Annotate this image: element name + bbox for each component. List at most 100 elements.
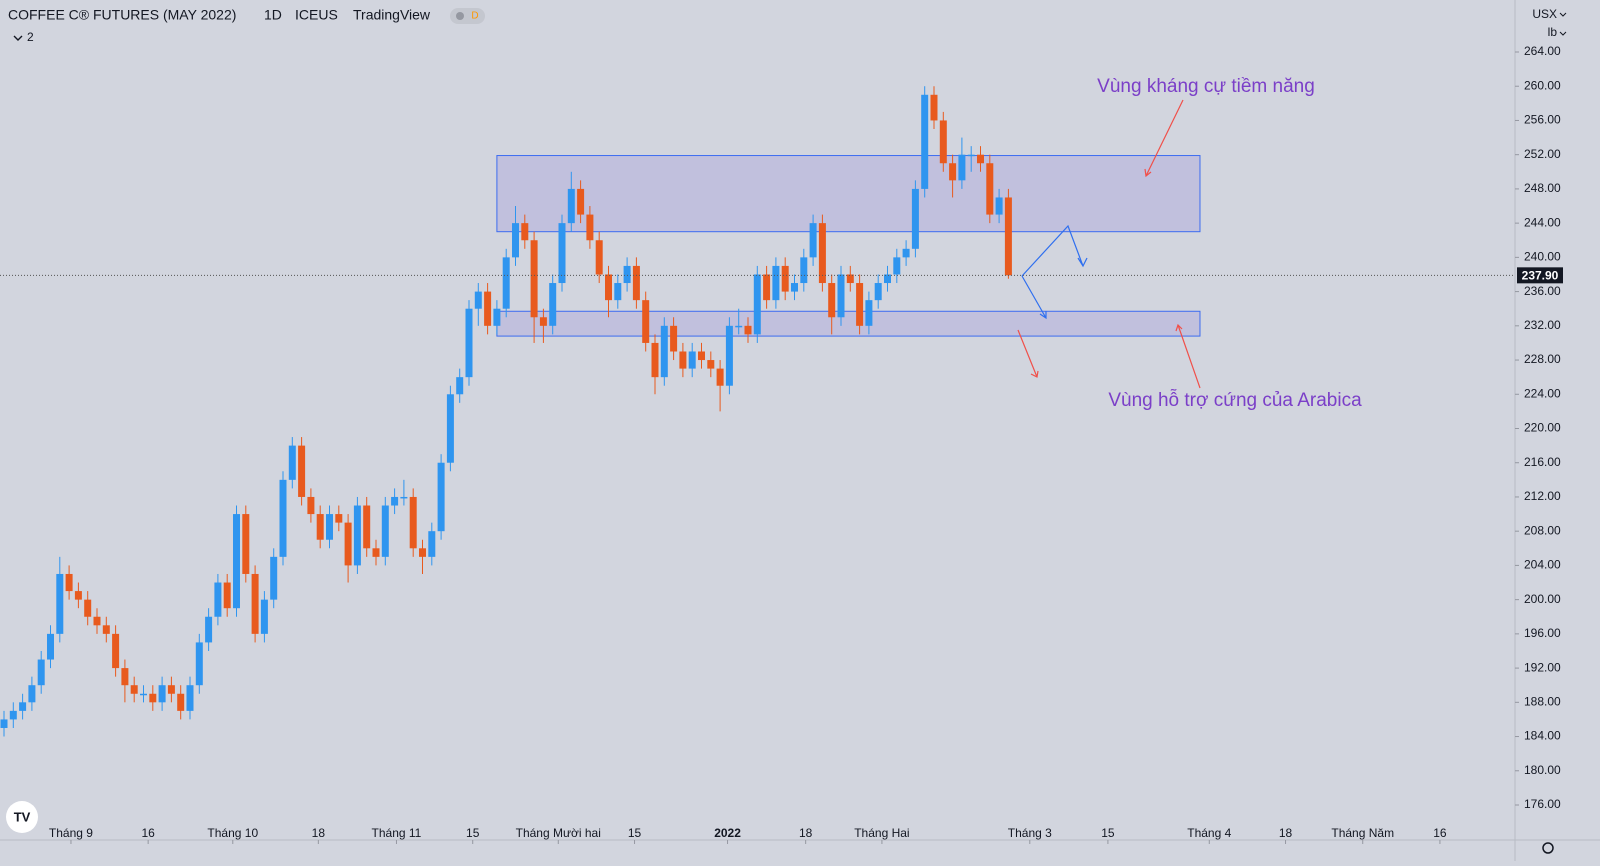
candle-body: [874, 283, 882, 301]
y-tick-label: 248.00: [1524, 181, 1561, 195]
last-price-box: [1517, 267, 1563, 284]
candle-body: [986, 163, 994, 215]
candle-body: [856, 283, 864, 326]
candle-body: [772, 265, 780, 301]
currency-dropdown[interactable]: [1559, 12, 1567, 17]
candle-body: [791, 283, 798, 292]
candle-body: [260, 599, 268, 634]
zone-label: Vùng hỗ trợ cứng của Arabica: [1108, 389, 1362, 411]
candle-body: [279, 479, 287, 557]
currency[interactable]: USX: [1532, 7, 1557, 21]
zone-label: Vùng kháng cự tiềm năng: [1097, 76, 1315, 97]
candle-body: [223, 582, 231, 609]
candle-body: [419, 548, 426, 557]
candle-body: [251, 573, 259, 634]
source: TradingView: [353, 7, 431, 23]
candle-body: [363, 505, 371, 549]
candle-body: [567, 188, 575, 224]
candle-body: [437, 462, 445, 532]
y-tick-label: 256.00: [1524, 113, 1561, 127]
last-price-label: 237.90: [1522, 269, 1559, 283]
candle-body: [47, 633, 54, 660]
candle-body: [865, 300, 873, 326]
y-tick-label: 204.00: [1524, 558, 1561, 572]
candle-body: [911, 188, 919, 249]
candle-body: [688, 351, 696, 369]
candle-body: [84, 599, 92, 617]
candle-body: [939, 120, 947, 164]
candle-body: [409, 496, 417, 549]
title: COFFEE C® FUTURES (MAY 2022): [8, 7, 236, 23]
unit-dropdown[interactable]: [1559, 31, 1567, 36]
x-tick-label: 16: [1433, 826, 1447, 840]
x-tick-label: Tháng Năm: [1331, 826, 1394, 840]
y-tick-label: 180.00: [1524, 763, 1561, 777]
y-tick-label: 252.00: [1524, 147, 1561, 161]
y-tick-label: 228.00: [1524, 352, 1561, 366]
candle-body: [707, 360, 715, 369]
y-tick-label: 260.00: [1524, 78, 1561, 92]
settings-icon[interactable]: [1542, 842, 1554, 854]
candle-body: [56, 573, 64, 634]
x-tick-label: Tháng 9: [49, 826, 93, 840]
y-tick-label: 176.00: [1524, 797, 1561, 811]
x-tick-label: 15: [628, 826, 642, 840]
x-tick-label: Tháng 3: [1008, 826, 1052, 840]
x-tick-label: Tháng 4: [1187, 826, 1231, 840]
candle-body: [660, 325, 668, 378]
candle-body: [149, 693, 157, 703]
indicator-count[interactable]: 2: [27, 30, 34, 44]
candle-body: [614, 283, 622, 301]
x-tick-label: 16: [141, 826, 155, 840]
candle-body: [93, 616, 101, 626]
candle-body: [921, 94, 929, 189]
candle-body: [679, 351, 687, 369]
zone: [496, 155, 1201, 233]
candle-body: [521, 223, 529, 241]
candle-body: [837, 274, 845, 318]
y-tick-label: 196.00: [1524, 626, 1561, 640]
candle-body: [725, 325, 733, 386]
candle-body: [828, 283, 836, 318]
candle-body: [558, 223, 566, 284]
candle-body: [65, 573, 73, 592]
candle-body: [400, 496, 408, 499]
x-tick-label: 18: [799, 826, 813, 840]
candle-body: [846, 274, 854, 284]
unit[interactable]: lb: [1548, 25, 1558, 39]
candle-body: [632, 265, 640, 301]
y-tick-label: 208.00: [1524, 523, 1561, 537]
annotations: [1017, 99, 1201, 389]
collapse-icon[interactable]: [13, 35, 23, 41]
candle-body: [112, 633, 120, 669]
candle-body: [288, 445, 296, 480]
candle-body: [130, 685, 138, 694]
candle-body: [19, 702, 27, 711]
candle-body: [353, 505, 361, 566]
candle-body: [530, 240, 538, 318]
candle-body: [995, 197, 1003, 215]
candle-body: [74, 591, 82, 600]
candle-body: [605, 274, 612, 301]
candle-body: [512, 223, 519, 258]
candle-body: [493, 308, 501, 326]
interval[interactable]: 1D: [264, 7, 282, 23]
candle-body: [214, 582, 222, 617]
candle-body: [781, 265, 789, 292]
y-tick-label: 232.00: [1524, 318, 1561, 332]
candle-body: [177, 693, 185, 711]
candle-body: [958, 154, 966, 181]
candle-body: [9, 710, 17, 720]
candle-body: [893, 257, 901, 275]
tv-logo[interactable]: TV: [6, 801, 38, 833]
candle-body: [195, 642, 203, 686]
y-tick-label: 264.00: [1524, 44, 1561, 58]
candle-body: [205, 616, 213, 643]
candle-body: [744, 325, 752, 335]
svg-text:TV: TV: [14, 809, 31, 824]
x-tick-label: Tháng 11: [372, 826, 422, 840]
candle-body: [623, 265, 631, 284]
candle-body: [158, 685, 166, 703]
candle-body: [484, 291, 492, 326]
x-tick-label: Tháng 10: [207, 826, 258, 840]
